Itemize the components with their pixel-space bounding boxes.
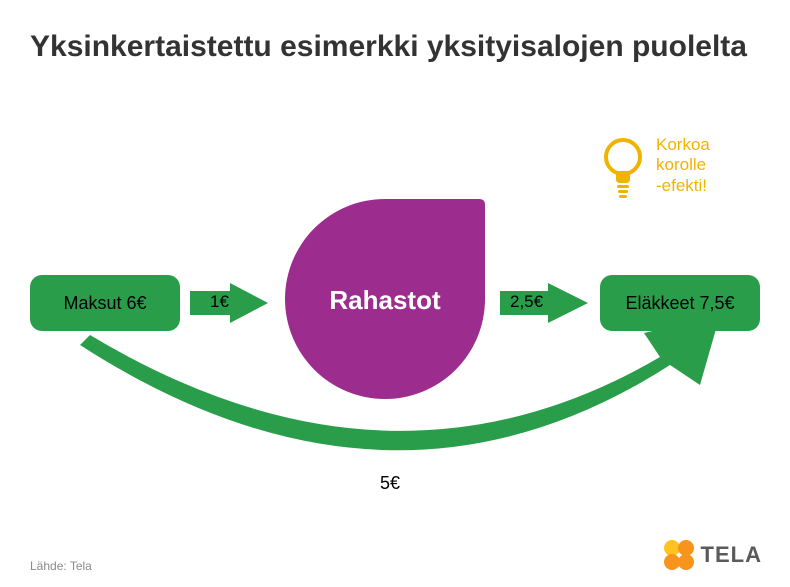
callout-line1: Korkoa — [656, 135, 710, 155]
tela-logo-text: TELA — [701, 542, 762, 568]
lightbulb-icon — [600, 135, 646, 205]
callout-korkoa: Korkoa korolle -efekti! — [600, 135, 710, 205]
callout-line3: -efekti! — [656, 176, 710, 196]
callout-line2: korolle — [656, 155, 710, 175]
tela-logo: TELA — [661, 537, 762, 573]
flow-diagram: Maksut 6€ 1€ Rahastot 2,5€ Eläkkeet 7,5€… — [30, 275, 760, 535]
tela-logo-icon — [661, 537, 697, 573]
arrow-2-label: 2,5€ — [510, 292, 543, 312]
page-title: Yksinkertaistettu esimerkki yksityisaloj… — [30, 28, 747, 66]
arrow-1-label: 1€ — [210, 292, 229, 312]
curve-label: 5€ — [380, 473, 400, 494]
callout-text: Korkoa korolle -efekti! — [656, 135, 710, 196]
source-attribution: Lähde: Tela — [30, 559, 92, 573]
center-label: Rahastot — [290, 285, 480, 316]
